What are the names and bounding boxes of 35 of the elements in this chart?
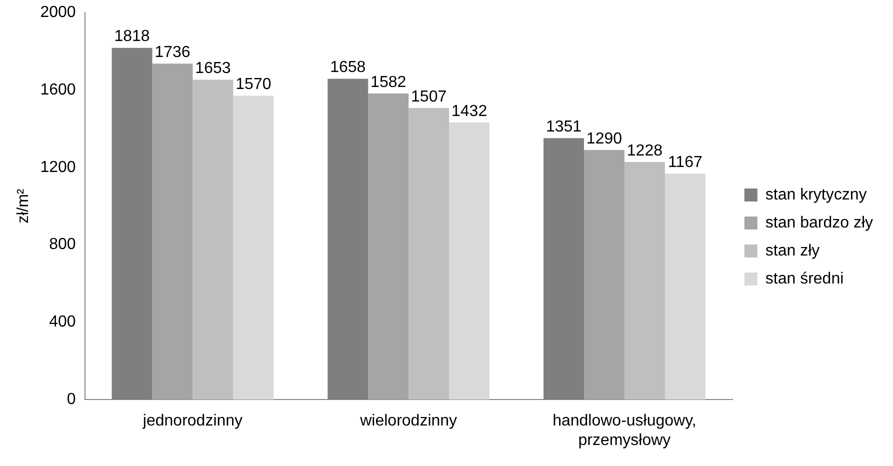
bar <box>368 93 409 400</box>
y-tick-label: 2000 <box>40 4 76 22</box>
x-tick-label: jednorodzinny <box>142 412 243 430</box>
data-label: 1736 <box>154 44 190 62</box>
data-label: 1818 <box>114 28 150 46</box>
bar <box>408 108 450 400</box>
data-label: 1432 <box>452 102 488 120</box>
data-label: 1570 <box>236 76 272 94</box>
bar <box>192 80 234 400</box>
bar <box>664 174 706 400</box>
data-label: 1351 <box>546 118 582 136</box>
legend-label: stan zły <box>765 242 820 260</box>
data-label: 1167 <box>668 154 702 172</box>
x-tick-label: wielorodzinny <box>359 412 458 430</box>
data-label: 1507 <box>411 88 447 106</box>
legend-label: stan średni <box>765 270 844 288</box>
data-label: 1653 <box>195 60 231 78</box>
y-tick-label: 800 <box>49 236 76 254</box>
y-tick-label: 1200 <box>40 158 76 176</box>
bar <box>624 162 665 400</box>
bar <box>233 96 274 400</box>
legend-label: stan krytyczny <box>765 186 867 204</box>
bar <box>449 122 490 400</box>
y-tick-label: 0 <box>66 391 76 408</box>
data-label: 1228 <box>626 142 663 160</box>
x-tick-label: handlowo-usługowy, przemysłowy <box>552 412 696 449</box>
data-label: 1658 <box>330 59 366 76</box>
bar <box>152 64 193 400</box>
y-axis-title: zł/m² <box>15 188 32 224</box>
data-label: 1290 <box>586 130 622 148</box>
y-tick-label: 1600 <box>40 81 76 98</box>
y-tick-label: 400 <box>49 314 76 331</box>
data-label: 1582 <box>370 74 406 91</box>
legend-label: stan bardzo zły <box>765 214 873 232</box>
bar <box>584 150 624 400</box>
